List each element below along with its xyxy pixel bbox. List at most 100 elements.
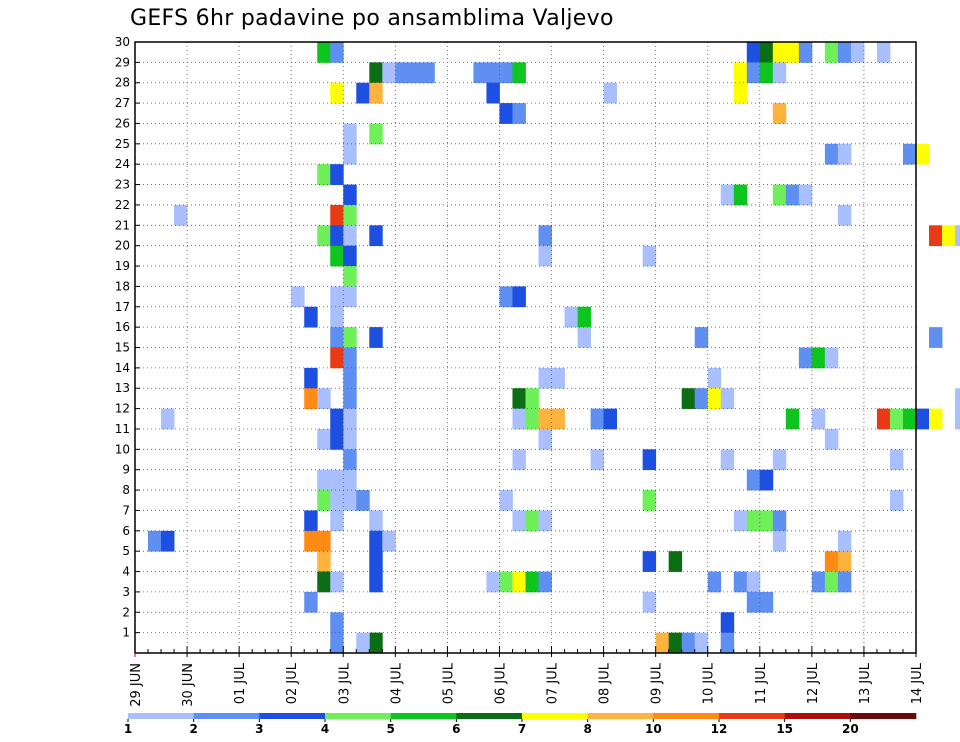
heatmap-cell <box>733 510 748 532</box>
heatmap-cell <box>356 632 370 654</box>
heatmap-cell <box>291 286 305 308</box>
x-tick-label: 30 JUN <box>181 663 196 707</box>
heatmap-cell <box>720 449 735 471</box>
heatmap-cell <box>759 510 774 532</box>
heatmap-cell <box>642 490 657 511</box>
heatmap-cell <box>603 82 618 104</box>
heatmap-cell <box>824 428 839 450</box>
colorbar-swatch <box>653 713 720 719</box>
heatmap-cell <box>694 327 709 348</box>
chart-title: GEFS 6hr padavine po ansamblima Valjevo <box>130 6 614 31</box>
heatmap-cell <box>707 571 722 593</box>
heatmap-cell <box>811 571 826 593</box>
colorbar-swatch <box>850 713 917 719</box>
colorbar-label: 5 <box>386 722 394 736</box>
heatmap-cell <box>551 367 565 389</box>
heatmap-cell <box>317 42 331 63</box>
heatmap-cell <box>330 286 344 308</box>
y-tick-label: 6 <box>122 524 130 538</box>
y-tick-label: 23 <box>115 178 130 192</box>
heatmap-cell <box>720 388 735 409</box>
heatmap-cell <box>330 347 344 369</box>
heatmap-cell <box>174 204 188 226</box>
heatmap-cell <box>408 62 422 84</box>
y-tick-label: 26 <box>115 116 130 130</box>
heatmap-cell <box>343 327 357 348</box>
heatmap-cell <box>916 408 930 430</box>
y-tick-label: 18 <box>115 279 130 293</box>
heatmap-cell <box>369 571 383 593</box>
heatmap-cell <box>929 408 943 430</box>
heatmap-cell <box>525 510 539 532</box>
heatmap-cell <box>955 408 960 430</box>
heatmap-cell <box>369 632 383 654</box>
heatmap-cell <box>759 469 774 491</box>
heatmap-cell <box>824 42 839 63</box>
heatmap-cell <box>356 82 370 104</box>
colorbar-swatch <box>325 713 391 719</box>
heatmap-cell <box>343 428 357 450</box>
y-tick-label: 14 <box>115 361 130 375</box>
heatmap-cell <box>330 490 344 511</box>
x-tick-label: 07 JUL <box>546 662 561 704</box>
y-tick-label: 29 <box>115 55 130 69</box>
x-tick-label: 06 JUL <box>493 662 508 704</box>
heatmap-cell <box>161 530 175 552</box>
colorbar-label: 3 <box>255 722 263 736</box>
y-tick-label: 12 <box>115 402 130 416</box>
heatmap-cell <box>343 408 357 430</box>
y-tick-label: 27 <box>115 96 130 110</box>
heatmap-cell <box>161 408 175 430</box>
colorbar-label: 20 <box>842 722 859 736</box>
heatmap-cell <box>655 632 670 654</box>
heatmap-cell <box>369 225 383 247</box>
heatmap-cell <box>395 62 409 84</box>
colorbar-swatch <box>259 713 326 719</box>
heatmap-cell <box>955 225 960 247</box>
heatmap-cell <box>369 530 383 552</box>
heatmap-cell <box>343 123 357 145</box>
colorbar-swatch <box>522 713 588 719</box>
heatmap-cell <box>694 388 709 409</box>
heatmap-cell <box>902 143 917 165</box>
heatmap-cell <box>330 571 344 593</box>
heatmap-cell <box>681 632 696 654</box>
heatmap-cell <box>929 225 943 247</box>
heatmap-cell <box>525 388 539 409</box>
heatmap-cell <box>330 225 344 247</box>
heatmap-cell <box>304 388 318 409</box>
colorbar-label: 10 <box>645 722 662 736</box>
heatmap-cell <box>942 225 956 247</box>
heatmap-cell <box>824 551 839 572</box>
y-tick-label: 25 <box>115 137 130 151</box>
heatmap-cell <box>512 388 526 409</box>
x-tick-label: 01 JUL <box>233 662 248 704</box>
heatmap-cell <box>343 266 357 287</box>
heatmap-cell <box>707 388 722 409</box>
heatmap-cell <box>343 286 357 308</box>
heatmap-cell <box>317 571 331 593</box>
y-tick-label: 15 <box>115 341 130 355</box>
heatmap-cell <box>590 408 604 430</box>
heatmap-cell <box>317 164 331 185</box>
heatmap-cell <box>499 490 513 511</box>
heatmap-cell <box>538 510 552 532</box>
y-tick-label: 20 <box>115 239 130 253</box>
heatmap-cell <box>538 428 552 450</box>
colorbar-label: 12 <box>711 722 728 736</box>
y-tick-label: 3 <box>122 585 130 599</box>
heatmap-cell <box>369 123 383 145</box>
heatmap-cell <box>772 510 787 532</box>
heatmap-cell <box>837 42 852 63</box>
heatmap-cell <box>707 367 722 389</box>
heatmap-cell <box>824 571 839 593</box>
heatmap-cell <box>772 530 787 552</box>
heatmap-cell <box>694 632 709 654</box>
y-tick-label: 7 <box>122 503 130 517</box>
heatmap-cell <box>538 225 552 247</box>
heatmap-cell <box>317 490 331 511</box>
heatmap-cell <box>512 408 526 430</box>
heatmap-cell <box>317 530 331 552</box>
heatmap-cell <box>746 62 761 84</box>
heatmap-cell <box>421 62 435 84</box>
